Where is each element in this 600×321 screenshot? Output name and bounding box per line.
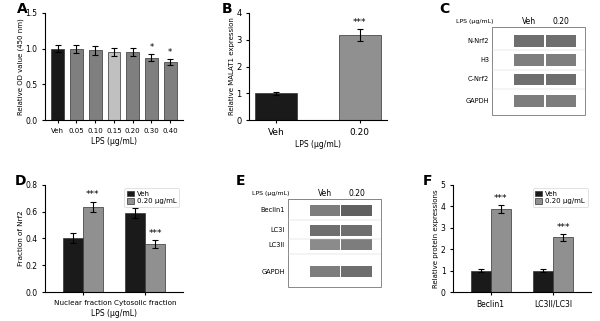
Text: N-Nrf2: N-Nrf2 <box>467 38 489 44</box>
Y-axis label: Relative MALAT1 expression: Relative MALAT1 expression <box>229 18 235 116</box>
FancyBboxPatch shape <box>545 74 576 85</box>
FancyBboxPatch shape <box>341 205 372 216</box>
FancyBboxPatch shape <box>310 239 340 250</box>
FancyBboxPatch shape <box>514 54 544 66</box>
FancyBboxPatch shape <box>544 33 577 49</box>
Text: C-Nrf2: C-Nrf2 <box>468 76 489 82</box>
Text: ***: *** <box>353 18 367 27</box>
Text: B: B <box>221 2 232 16</box>
Legend: Veh, 0.20 μg/mL: Veh, 0.20 μg/mL <box>124 188 179 207</box>
Text: *: * <box>168 48 172 57</box>
FancyBboxPatch shape <box>340 264 373 279</box>
FancyBboxPatch shape <box>310 266 340 277</box>
FancyBboxPatch shape <box>545 35 576 47</box>
X-axis label: LPS (μg/mL): LPS (μg/mL) <box>91 308 137 317</box>
Bar <box>553 237 574 292</box>
FancyBboxPatch shape <box>544 93 577 109</box>
FancyBboxPatch shape <box>544 52 577 68</box>
Bar <box>533 271 553 292</box>
X-axis label: LPS (μg/mL): LPS (μg/mL) <box>295 140 341 149</box>
Text: ***: *** <box>557 223 570 232</box>
FancyBboxPatch shape <box>340 203 373 218</box>
Text: A: A <box>17 2 28 16</box>
Text: GAPDH: GAPDH <box>466 98 489 104</box>
Y-axis label: Fraction of Nrf2: Fraction of Nrf2 <box>18 211 24 266</box>
FancyBboxPatch shape <box>310 205 340 216</box>
Bar <box>145 245 166 292</box>
Text: ***: *** <box>86 190 100 199</box>
Text: GAPDH: GAPDH <box>262 269 285 275</box>
Y-axis label: Relative OD value (450 nm): Relative OD value (450 nm) <box>17 18 24 115</box>
FancyBboxPatch shape <box>492 27 586 115</box>
Text: H3: H3 <box>480 57 489 63</box>
Bar <box>83 207 103 292</box>
Bar <box>107 52 121 120</box>
Bar <box>256 93 297 120</box>
Text: C: C <box>439 2 449 16</box>
Bar <box>62 238 83 292</box>
Text: E: E <box>235 174 245 188</box>
X-axis label: LPS (μg/mL): LPS (μg/mL) <box>91 137 137 146</box>
FancyBboxPatch shape <box>341 266 372 277</box>
FancyBboxPatch shape <box>545 95 576 107</box>
Y-axis label: Relative protein expressions: Relative protein expressions <box>433 189 439 288</box>
FancyBboxPatch shape <box>514 95 544 107</box>
FancyBboxPatch shape <box>514 35 544 47</box>
FancyBboxPatch shape <box>340 237 373 252</box>
FancyBboxPatch shape <box>340 223 373 238</box>
Text: Veh: Veh <box>522 17 536 26</box>
Bar <box>127 52 139 120</box>
Text: LPS (μg/mL): LPS (μg/mL) <box>456 19 493 24</box>
Text: LPS (μg/mL): LPS (μg/mL) <box>252 191 289 196</box>
FancyBboxPatch shape <box>514 74 544 85</box>
FancyBboxPatch shape <box>545 54 576 66</box>
Bar <box>339 35 380 120</box>
FancyBboxPatch shape <box>308 203 341 218</box>
FancyBboxPatch shape <box>308 237 341 252</box>
FancyBboxPatch shape <box>287 199 382 287</box>
Bar <box>145 57 158 120</box>
Text: D: D <box>14 174 26 188</box>
FancyBboxPatch shape <box>512 71 545 88</box>
Text: LC3II: LC3II <box>269 242 285 248</box>
Text: F: F <box>423 174 432 188</box>
FancyBboxPatch shape <box>308 223 341 238</box>
Bar <box>470 271 491 292</box>
Text: ***: *** <box>494 194 508 203</box>
FancyBboxPatch shape <box>512 52 545 68</box>
Bar <box>51 49 64 120</box>
Bar <box>125 213 145 292</box>
FancyBboxPatch shape <box>310 225 340 236</box>
Text: Veh: Veh <box>318 189 332 198</box>
Text: LC3I: LC3I <box>271 227 285 233</box>
Text: Beclin1: Beclin1 <box>260 207 285 213</box>
Bar <box>491 209 511 292</box>
FancyBboxPatch shape <box>512 93 545 109</box>
Bar <box>164 62 176 120</box>
Text: 0.20: 0.20 <box>552 17 569 26</box>
FancyBboxPatch shape <box>512 33 545 49</box>
Text: *: * <box>149 43 154 52</box>
Bar <box>70 49 83 120</box>
Legend: Veh, 0.20 μg/mL: Veh, 0.20 μg/mL <box>533 188 587 207</box>
FancyBboxPatch shape <box>341 239 372 250</box>
FancyBboxPatch shape <box>308 264 341 279</box>
FancyBboxPatch shape <box>544 71 577 88</box>
Text: 0.20: 0.20 <box>348 189 365 198</box>
Text: ***: *** <box>149 229 162 238</box>
Bar <box>89 50 101 120</box>
FancyBboxPatch shape <box>341 225 372 236</box>
